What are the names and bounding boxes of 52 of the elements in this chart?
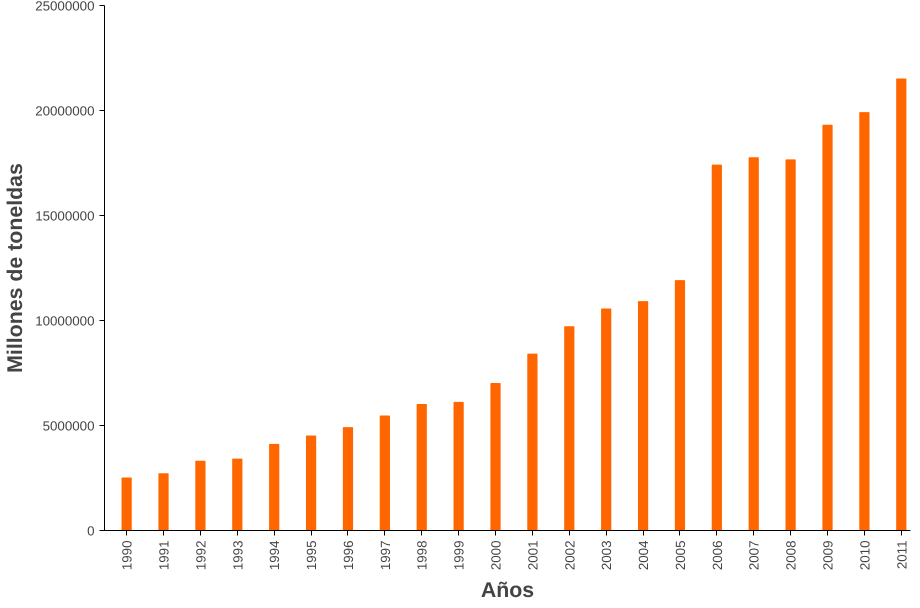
bar — [638, 301, 648, 530]
x-tick-label: 1994 — [267, 540, 282, 570]
bar — [342, 427, 354, 530]
bar — [748, 157, 759, 530]
bar — [527, 354, 538, 530]
bar — [122, 478, 132, 530]
x-tick-label: 2002 — [562, 540, 578, 570]
y-tick-label: 0 — [87, 524, 95, 538]
bar — [416, 404, 427, 530]
x-tick-label: 1998 — [414, 540, 430, 570]
bar — [269, 444, 280, 530]
bar — [232, 458, 242, 530]
bar — [601, 308, 612, 530]
bar — [564, 326, 574, 530]
x-tick-label: 1993 — [230, 540, 246, 570]
y-tick-label: 10000000 — [35, 314, 95, 328]
x-tick-label: 1990 — [120, 540, 135, 570]
y-tick-label: 25000000 — [35, 0, 95, 14]
x-tick-label: 1992 — [193, 540, 208, 570]
x-tick-label: 2009 — [820, 540, 836, 570]
bar — [158, 473, 169, 530]
x-tick-label: 2004 — [636, 540, 652, 570]
x-tick-label: 2001 — [525, 540, 540, 570]
bar — [674, 280, 686, 530]
y-tick-label: 20000000 — [35, 104, 95, 118]
x-tick-label: 2003 — [599, 540, 614, 570]
y-tick-label: 15000000 — [35, 208, 95, 224]
x-tick-label: 1996 — [340, 540, 356, 570]
x-tick-label: 2005 — [672, 540, 688, 570]
bar — [896, 78, 906, 530]
x-tick-label: 2011 — [894, 540, 910, 570]
bar — [195, 460, 206, 530]
x-tick-label: 2007 — [746, 540, 762, 570]
bar — [454, 402, 464, 530]
x-tick-label: 1995 — [304, 540, 320, 570]
x-tick-label: 1997 — [378, 540, 393, 570]
y-tick-label: 5000000 — [42, 418, 95, 434]
x-axis-title: Años — [480, 578, 534, 602]
x-tick-label: 1991 — [156, 540, 172, 570]
x-tick-label: 1999 — [452, 540, 467, 570]
bar — [380, 416, 390, 530]
x-tick-label: 2008 — [784, 540, 799, 570]
bar — [786, 159, 796, 530]
bar — [859, 112, 870, 530]
bar — [822, 124, 833, 530]
x-tick-label: 2006 — [710, 540, 725, 570]
x-tick-label: 2000 — [488, 540, 504, 570]
y-axis-title: Millones de toneldas — [3, 163, 28, 373]
bar — [306, 436, 316, 530]
x-tick-label: 2010 — [857, 540, 872, 570]
bar — [490, 383, 501, 530]
bar — [712, 164, 722, 530]
